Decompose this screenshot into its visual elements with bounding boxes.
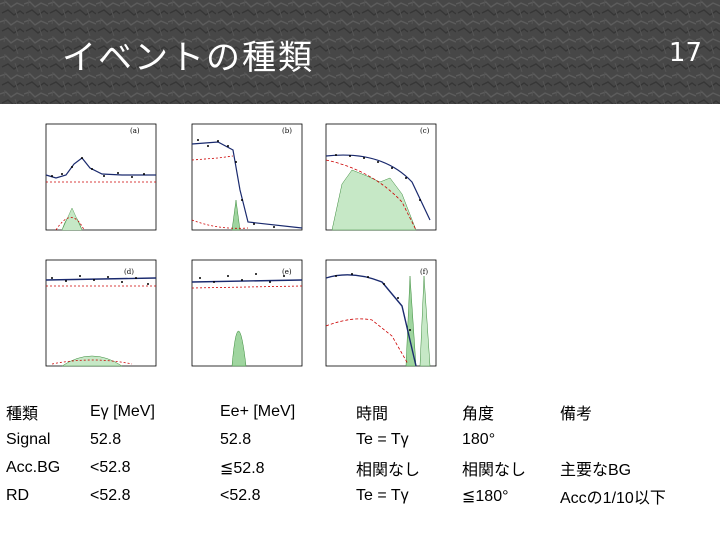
header-cell: Ee+ [MeV] (220, 403, 296, 420)
table-cell (554, 426, 720, 454)
table-cell: ≦180° (462, 488, 509, 505)
panel-label-e: (e) (282, 268, 292, 276)
table-row: RD <52.8 <52.8 Te = Tγ ≦180° Accの1/10以下 (0, 482, 720, 510)
panel-label-d: (d) (124, 268, 134, 276)
header-cell: Eγ [MeV] (90, 403, 155, 420)
plot-panel-e: (e) (178, 256, 306, 378)
plot-panel-d: (d) (32, 256, 160, 378)
table-cell: 180° (462, 431, 496, 448)
table-cell: ≦52.8 (220, 460, 265, 477)
table-cell: 52.8 (90, 431, 122, 448)
panel-label-a: (a) (130, 127, 140, 135)
table-row: Acc.BG <52.8 ≦52.8 相関なし 相関なし 主要なBG (0, 454, 720, 482)
page-number: 17 (668, 38, 702, 68)
table-cell: 相関なし (356, 462, 421, 479)
table-row: Signal 52.8 52.8 Te = Tγ 180° (0, 426, 720, 454)
table-cell: Te = Tγ (356, 431, 409, 448)
table-cell: Signal (6, 431, 51, 448)
header-texture (0, 0, 720, 104)
panel-label-b: (b) (282, 127, 292, 135)
table-cell: <52.8 (220, 487, 261, 504)
plot-panel-a: (a) (32, 120, 160, 242)
panel-label-c: (c) (420, 127, 430, 135)
plot-panel-b: (b) (178, 120, 306, 242)
event-type-table: 種類 Eγ [MeV] Ee+ [MeV] 時間 角度 備考 Signal 52… (0, 394, 720, 510)
table-cell: 相関なし (462, 462, 527, 479)
table-cell: RD (6, 487, 30, 504)
plot-grid: (a) (b) (c) (0, 104, 720, 394)
plot-panel-f: (f) (312, 256, 440, 378)
table-cell: 主要なBG (560, 462, 632, 479)
header-cell: 時間 (356, 406, 389, 423)
table-cell: 52.8 (220, 431, 252, 448)
header-cell: 角度 (462, 406, 495, 423)
slide-header: イベントの種類 17 (0, 0, 720, 104)
header-cell: 種類 (6, 406, 39, 423)
table-cell: Accの1/10以下 (560, 490, 666, 507)
table-cell: Te = Tγ (356, 487, 409, 504)
table-cell: <52.8 (90, 487, 131, 504)
panel-label-f: (f) (420, 268, 428, 276)
table-header-row: 種類 Eγ [MeV] Ee+ [MeV] 時間 角度 備考 (0, 394, 720, 426)
table-cell: Acc.BG (6, 459, 61, 476)
plot-panel-c: (c) (312, 120, 440, 242)
table-cell: <52.8 (90, 459, 131, 476)
header-cell: 備考 (560, 406, 593, 423)
slide-title: イベントの種類 (62, 38, 314, 78)
